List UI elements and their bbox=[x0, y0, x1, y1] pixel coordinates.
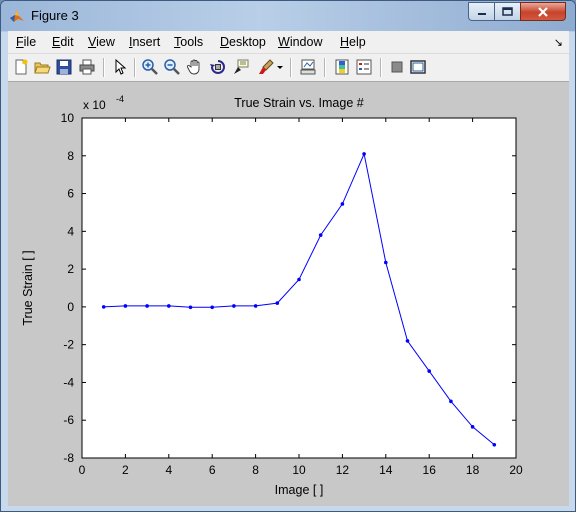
minimize-button[interactable] bbox=[468, 2, 495, 21]
toolbar-separator bbox=[103, 58, 105, 77]
y-tick-label: -2 bbox=[63, 338, 74, 352]
x-tick-label: 2 bbox=[122, 463, 129, 477]
y-exponent-value: -4 bbox=[116, 94, 124, 104]
print-icon[interactable] bbox=[78, 58, 96, 76]
y-exponent-label: x 10 bbox=[83, 98, 106, 112]
x-axis-label: Image [ ] bbox=[275, 483, 324, 497]
close-button[interactable] bbox=[520, 2, 566, 21]
select-arrow-icon[interactable] bbox=[111, 58, 129, 76]
maximize-button[interactable] bbox=[494, 2, 521, 21]
data-point[interactable] bbox=[232, 304, 236, 308]
close-icon bbox=[537, 7, 549, 17]
maximize-icon bbox=[502, 7, 513, 16]
save-icon[interactable] bbox=[55, 58, 73, 76]
brush-dropdown-icon[interactable] bbox=[276, 58, 284, 76]
menu-edit[interactable]: Edit bbox=[52, 35, 74, 49]
x-tick-label: 8 bbox=[252, 463, 259, 477]
minimize-icon bbox=[477, 8, 487, 16]
rotate-3d-icon[interactable] bbox=[209, 58, 227, 76]
pan-hand-icon[interactable] bbox=[186, 58, 204, 76]
link-plot-icon[interactable] bbox=[299, 58, 317, 76]
data-point[interactable] bbox=[471, 425, 475, 429]
data-point[interactable] bbox=[384, 261, 388, 265]
menu-window[interactable]: Window bbox=[278, 35, 322, 49]
window-title: Figure 3 bbox=[31, 8, 79, 23]
dock-figure-icon[interactable]: ↘ bbox=[554, 36, 563, 49]
figure-toolbar bbox=[8, 54, 569, 82]
y-tick-label: -4 bbox=[63, 375, 74, 389]
data-point[interactable] bbox=[276, 301, 280, 305]
figure-client-area: File Edit View Insert Tools Desktop Wind… bbox=[8, 31, 569, 506]
menu-bar: File Edit View Insert Tools Desktop Wind… bbox=[8, 31, 569, 54]
data-point[interactable] bbox=[189, 305, 193, 309]
y-axis-label: True Strain [ ] bbox=[21, 250, 35, 325]
new-figure-icon[interactable] bbox=[12, 58, 30, 76]
toolbar-separator bbox=[290, 58, 292, 77]
menu-view[interactable]: View bbox=[88, 35, 115, 49]
open-file-icon[interactable] bbox=[33, 58, 51, 76]
toolbar-separator bbox=[380, 58, 382, 77]
x-tick-label: 6 bbox=[209, 463, 216, 477]
data-point[interactable] bbox=[427, 369, 431, 373]
y-tick-label: 8 bbox=[67, 149, 74, 163]
data-point[interactable] bbox=[167, 304, 171, 308]
data-point[interactable] bbox=[493, 443, 497, 447]
y-tick-label: -8 bbox=[63, 451, 74, 465]
x-tick-label: 20 bbox=[509, 463, 523, 477]
y-tick-label: 10 bbox=[61, 111, 75, 125]
data-point[interactable] bbox=[210, 305, 214, 309]
x-tick-label: 18 bbox=[466, 463, 480, 477]
x-tick-label: 16 bbox=[423, 463, 437, 477]
x-tick-label: 12 bbox=[336, 463, 350, 477]
plot-axes[interactable] bbox=[82, 118, 516, 458]
data-point[interactable] bbox=[102, 305, 106, 309]
data-point[interactable] bbox=[319, 233, 323, 237]
x-tick-label: 14 bbox=[379, 463, 393, 477]
menu-help[interactable]: Help bbox=[340, 35, 366, 49]
line-chart[interactable]: 0 2 4 6 8 10 12 14 16 18 20 -8 -6 -4 -2 0 2 4 6 8 10 True Str… bbox=[8, 82, 569, 506]
y-tick-label: 0 bbox=[67, 300, 74, 314]
x-tick-label: 4 bbox=[165, 463, 172, 477]
figure-canvas[interactable]: 0 2 4 6 8 10 12 14 16 18 20 -8 -6 -4 -2 0 2 4 6 8 10 True Str… bbox=[8, 82, 569, 506]
data-cursor-icon[interactable] bbox=[232, 58, 250, 76]
brush-icon[interactable] bbox=[257, 58, 275, 76]
data-point[interactable] bbox=[341, 202, 345, 206]
show-plot-tools-icon[interactable] bbox=[409, 58, 427, 76]
menu-desktop[interactable]: Desktop bbox=[220, 35, 266, 49]
y-tick-label: -6 bbox=[63, 413, 74, 427]
toolbar-separator bbox=[134, 58, 136, 77]
menu-insert[interactable]: Insert bbox=[129, 35, 160, 49]
y-tick-label: 2 bbox=[67, 262, 74, 276]
zoom-out-icon[interactable] bbox=[163, 58, 181, 76]
matlab-logo-icon bbox=[9, 8, 25, 24]
data-point[interactable] bbox=[406, 339, 410, 343]
data-point[interactable] bbox=[362, 152, 366, 156]
menu-file[interactable]: File bbox=[16, 35, 36, 49]
x-tick-label: 10 bbox=[292, 463, 306, 477]
data-point[interactable] bbox=[449, 400, 453, 404]
data-point[interactable] bbox=[124, 304, 128, 308]
x-tick-label: 0 bbox=[79, 463, 86, 477]
y-tick-label: 4 bbox=[67, 224, 74, 238]
toolbar-separator bbox=[324, 58, 326, 77]
chart-title: True Strain vs. Image # bbox=[234, 96, 363, 110]
zoom-in-icon[interactable] bbox=[141, 58, 159, 76]
data-point[interactable] bbox=[297, 278, 301, 282]
insert-colorbar-icon[interactable] bbox=[333, 58, 351, 76]
menu-tools[interactable]: Tools bbox=[174, 35, 203, 49]
y-tick-label: 6 bbox=[67, 187, 74, 201]
data-point[interactable] bbox=[254, 304, 258, 308]
data-point[interactable] bbox=[145, 304, 149, 308]
title-bar[interactable]: Figure 3 bbox=[1, 1, 575, 31]
hide-plot-tools-icon[interactable] bbox=[388, 58, 406, 76]
insert-legend-icon[interactable] bbox=[355, 58, 373, 76]
